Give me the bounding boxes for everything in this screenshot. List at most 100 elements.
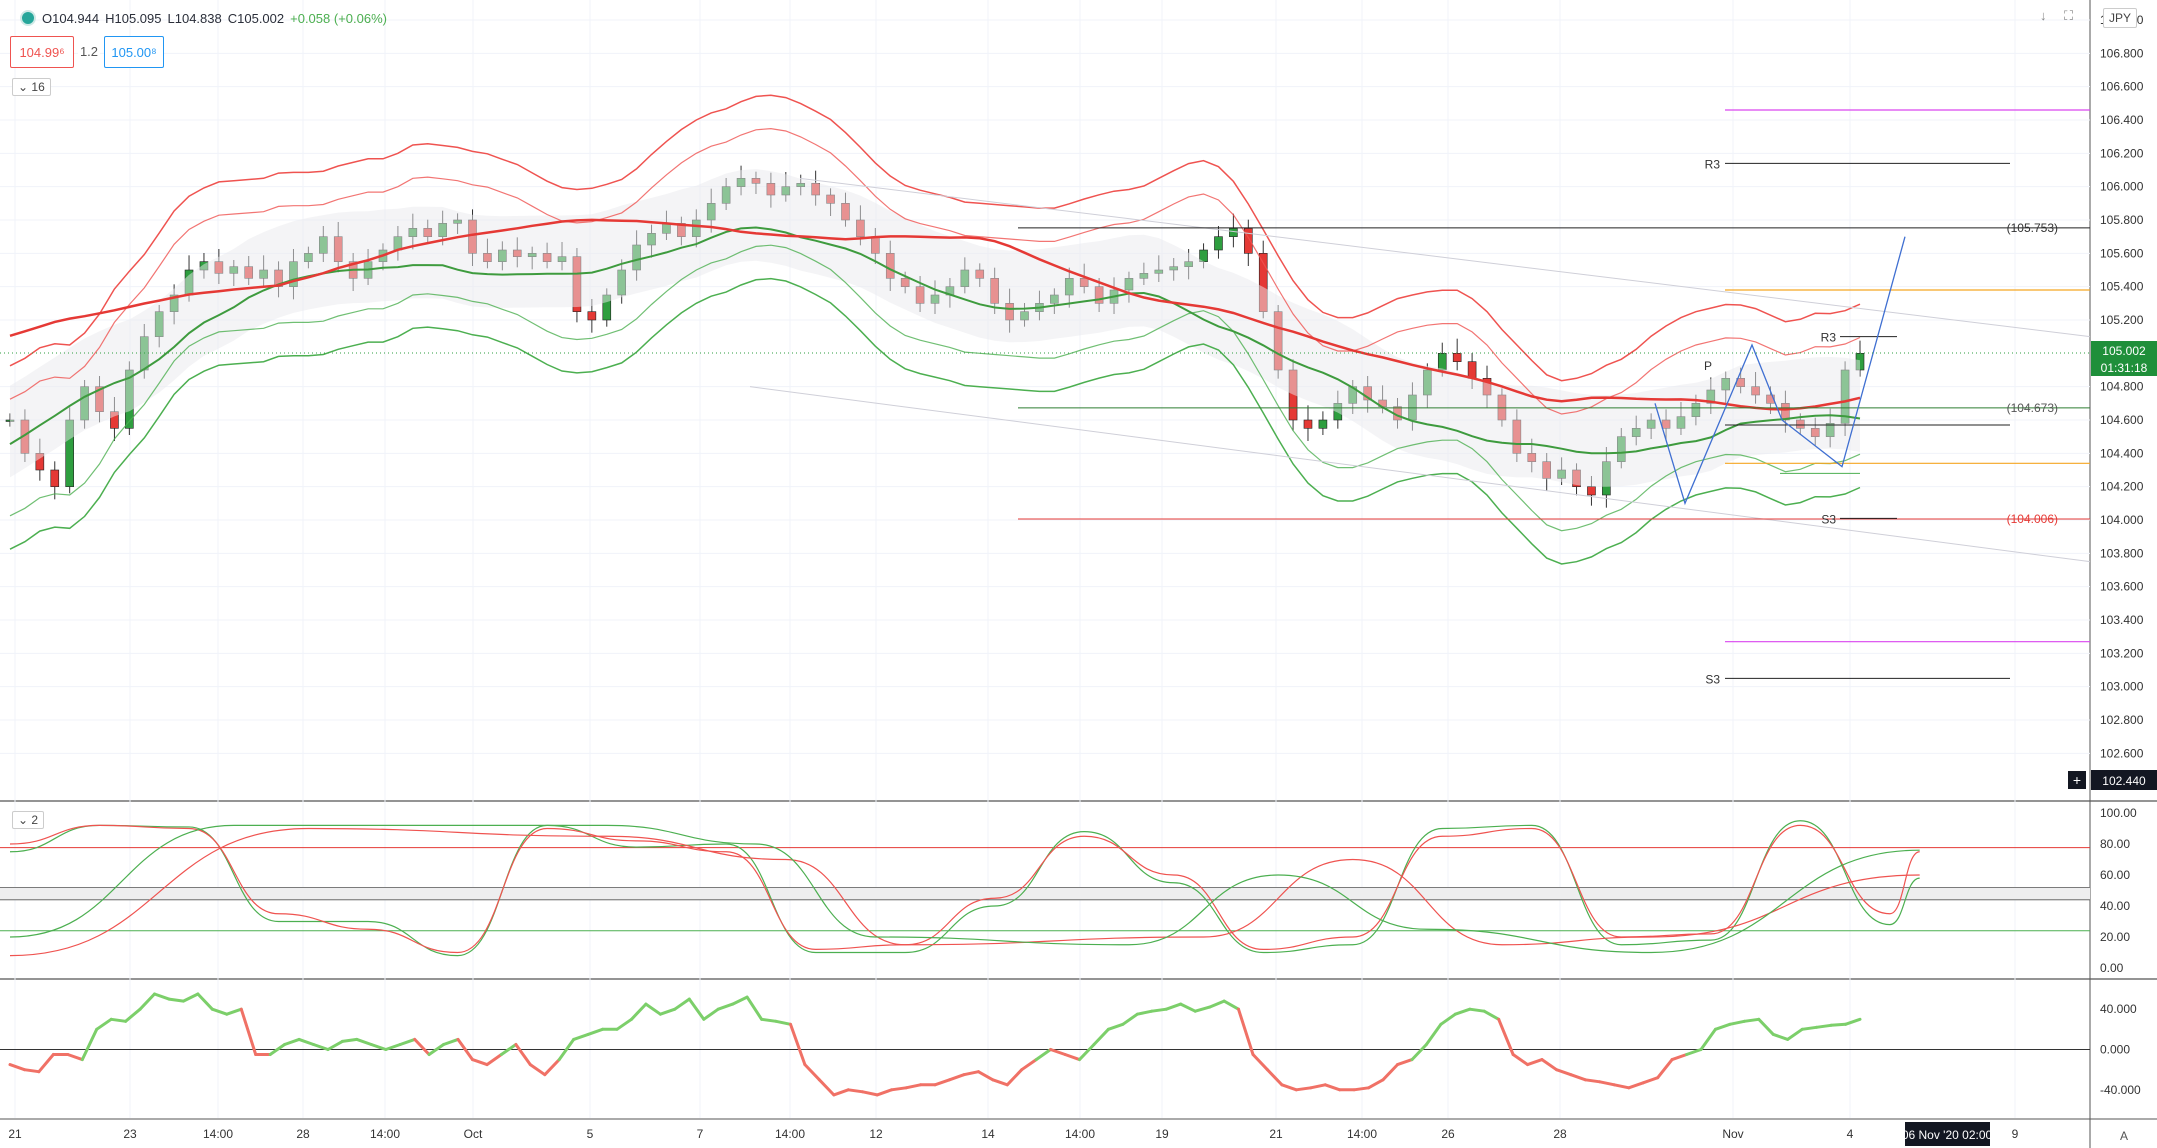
osc2-segment [109,1017,128,1023]
level-mid-label: (104.673) [2007,401,2058,415]
price-tick-label: 105.400 [2100,280,2144,294]
osc2-segment [181,992,200,1003]
price-tick-label: 106.000 [2100,180,2144,194]
osc2-segment [1078,1043,1096,1062]
time-tick-label: 28 [1553,1127,1567,1141]
osc2-segment [369,1043,388,1051]
osc2-segment [1020,1058,1038,1072]
osc2-segment [1656,1058,1674,1080]
osc2-segment [1468,1007,1486,1013]
time-tick-label: Nov [1722,1127,1743,1141]
osc2-segment [153,992,171,1001]
legend-high: H105.095 [105,10,162,26]
osc1-tick-label: 60.00 [2100,868,2130,882]
osc1-tick-label: 0.00 [2100,961,2124,975]
candle-body [1303,419,1313,429]
osc2-segment [1771,1032,1790,1041]
osc2-segment [1714,1022,1732,1031]
osc-indicators-toggle[interactable]: ⌄ 2 [12,811,45,829]
osc2-segment [1439,1012,1457,1026]
price-tick-label: 106.800 [2100,46,2144,60]
osc2-segment [673,997,691,1011]
osc1-tick-label: 80.00 [2100,837,2130,851]
legend-close: C105.002 [227,10,285,26]
bb-upper-outer [9,94,1861,382]
osc2-segment [1381,1063,1399,1082]
osc1-line-3 [9,824,1920,954]
osc1-tick-label: 40.00 [2100,899,2130,913]
osc2-segment [80,1027,99,1062]
osc2-segment [1280,1083,1298,1092]
osc2-segment [615,1017,633,1031]
time-tick-label: 14:00 [1347,1127,1377,1141]
osc2-segment [1526,1058,1544,1067]
sell-button[interactable]: 104.99⁶ [10,36,74,68]
candle-body [1452,353,1462,362]
camera-icon[interactable]: ⛶ [2064,8,2074,23]
osc2-segment [1800,1025,1819,1031]
osc2-segment [702,1007,720,1021]
osc2-segment [933,1078,951,1087]
price-tick-label: 106.600 [2100,80,2144,94]
osc2-segment [832,1088,850,1097]
osc2-segment [1150,1007,1168,1013]
price-tick-label: 105.800 [2100,213,2144,227]
osc2-tick-label: 0.000 [2100,1043,2130,1057]
chevron-icon: ⌄ [18,80,29,94]
price-tick-label: 104.200 [2100,480,2144,494]
osc2-segment [1786,1027,1804,1041]
osc2-segment [1670,1053,1689,1062]
arrow-down-icon[interactable]: ↓ [2040,8,2047,23]
candle-body [1229,228,1238,237]
osc2-segment [1164,1002,1183,1011]
osc2-segment [167,997,185,1003]
osc2-segment [1757,1017,1775,1036]
candle-body [1214,236,1223,251]
time-tick-label: 19 [1155,1127,1169,1141]
level-low-label: (104.006) [2007,512,2058,526]
auto-scale-toggle: A [2120,1129,2128,1143]
candle-body [1467,361,1477,379]
osc2-segment [340,1037,359,1043]
osc2-segment [1352,1086,1371,1092]
osc2-segment [572,1032,590,1041]
osc2-segment [543,1058,561,1077]
osc2-segment [1569,1073,1587,1082]
osc2-segment [297,1037,315,1046]
osc2-segment [37,1053,55,1074]
time-tick-label: 28 [296,1127,310,1141]
osc2-segment [991,1078,1009,1087]
currency-label[interactable]: JPY [2102,8,2137,28]
legend-low: L104.838 [167,10,222,26]
osc2-segment [1583,1078,1602,1084]
osc2-segment [745,995,764,1021]
osc1-line-1 [9,824,1920,954]
osc2-segment [196,992,214,1011]
main-indicators-toggle[interactable]: ⌄ 16 [12,78,51,96]
osc2-segment [1135,1009,1154,1016]
osc2-segment [1424,1022,1443,1046]
chevron-icon: ⌄ [18,813,29,827]
bb-lower-outer [9,277,1861,565]
osc2-segment [1742,1017,1761,1023]
osc2-segment [8,1063,26,1072]
osc2-segment [1034,1048,1053,1062]
osc2-segment [427,1043,446,1056]
price-tick-label: 105.200 [2100,313,2144,327]
osc2-segment [225,1007,243,1016]
osc2-segment [976,1070,995,1082]
osc2-segment [1121,1012,1139,1026]
osc2-segment [1699,1027,1717,1051]
osc1-tick-label: 100.00 [2100,806,2137,820]
osc2-segment [644,1002,662,1016]
osc2-segment [846,1088,865,1094]
buy-button[interactable]: 105.00⁸ [104,36,164,68]
bb-lower-inner [9,244,1861,532]
symbol-status-icon [20,10,36,26]
osc2-segment [138,992,156,1011]
osc2-segment [210,1007,229,1016]
candle-body [1318,419,1328,429]
osc2-segment [456,1037,474,1062]
osc2-tick-label: -40.000 [2100,1083,2141,1097]
